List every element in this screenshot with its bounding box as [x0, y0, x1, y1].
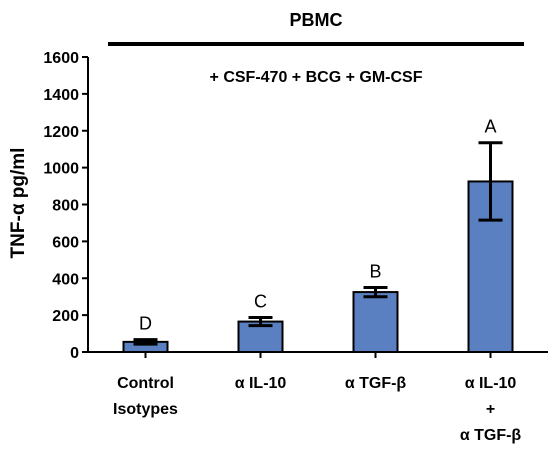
significance-letter: D	[139, 314, 152, 334]
significance-letter: C	[254, 292, 267, 312]
y-tick-label: 0	[70, 345, 79, 362]
y-tick-label: 1600	[43, 50, 79, 67]
significance-letter: A	[484, 117, 496, 137]
x-tick-label: Control	[117, 375, 174, 392]
x-tick-label: α TGF-β	[460, 427, 522, 444]
y-tick-label: 1200	[43, 124, 79, 141]
y-tick-label: 800	[52, 198, 79, 215]
x-tick-label: α IL-10	[235, 375, 287, 392]
y-tick-label: 600	[52, 234, 79, 251]
y-tick-label: 400	[52, 271, 79, 288]
chart-subtitle: + CSF-470 + BCG + GM-CSF	[210, 69, 423, 86]
bars-group: D C B A	[122, 117, 514, 353]
y-tick-label: 200	[52, 308, 79, 325]
x-tick-label: Isotypes	[113, 401, 178, 418]
x-tick-label: +	[486, 401, 495, 418]
chart-title: PBMC	[290, 10, 343, 30]
x-tick-label: α IL-10	[465, 375, 517, 392]
y-tick-label: 1000	[43, 161, 79, 178]
bar	[352, 291, 399, 353]
x-tick-label: α TGF-β	[345, 375, 407, 392]
y-axis-label: TNF-α pg/ml	[8, 148, 29, 259]
significance-letter: B	[369, 261, 381, 281]
x-axis: Control Isotypes α IL-10 α TGF-β α IL-10 + α T…	[88, 351, 548, 444]
y-tick-label: 1400	[43, 87, 79, 104]
y-axis: 0 200 400 600 800 1000 1200 1400 1600	[43, 50, 89, 362]
